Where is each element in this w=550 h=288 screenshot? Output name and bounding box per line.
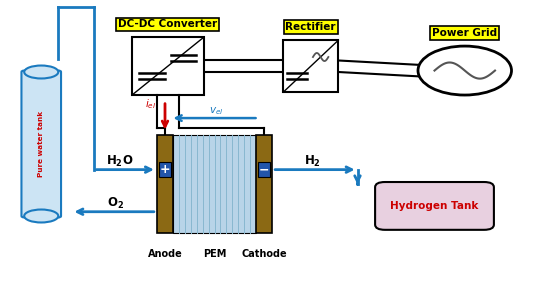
Text: Hydrogen Tank: Hydrogen Tank: [390, 201, 478, 211]
Circle shape: [418, 46, 512, 95]
FancyBboxPatch shape: [21, 71, 61, 217]
Text: $\mathbf{H_2}$: $\mathbf{H_2}$: [304, 154, 321, 169]
FancyBboxPatch shape: [132, 37, 204, 95]
Text: DC-DC Converter: DC-DC Converter: [118, 20, 217, 29]
Text: $i_{el}$: $i_{el}$: [145, 97, 156, 111]
Text: PEM: PEM: [203, 249, 226, 259]
FancyBboxPatch shape: [173, 135, 256, 233]
Text: Cathode: Cathode: [241, 249, 287, 259]
Text: −: −: [258, 163, 270, 176]
FancyBboxPatch shape: [256, 135, 272, 233]
Text: Pure water tank: Pure water tank: [39, 111, 44, 177]
Text: Power Grid: Power Grid: [432, 28, 497, 38]
Ellipse shape: [24, 65, 58, 78]
Text: +: +: [160, 163, 170, 176]
FancyBboxPatch shape: [157, 135, 173, 233]
Text: Anode: Anode: [147, 249, 183, 259]
FancyBboxPatch shape: [283, 40, 338, 92]
FancyBboxPatch shape: [375, 182, 494, 230]
Ellipse shape: [24, 210, 58, 222]
Text: $\mathbf{O_2}$: $\mathbf{O_2}$: [107, 196, 124, 211]
Text: $\mathbf{H_2O}$: $\mathbf{H_2O}$: [106, 154, 134, 169]
Text: Rectifier: Rectifier: [285, 22, 336, 32]
Text: $v_{el}$: $v_{el}$: [208, 105, 223, 117]
